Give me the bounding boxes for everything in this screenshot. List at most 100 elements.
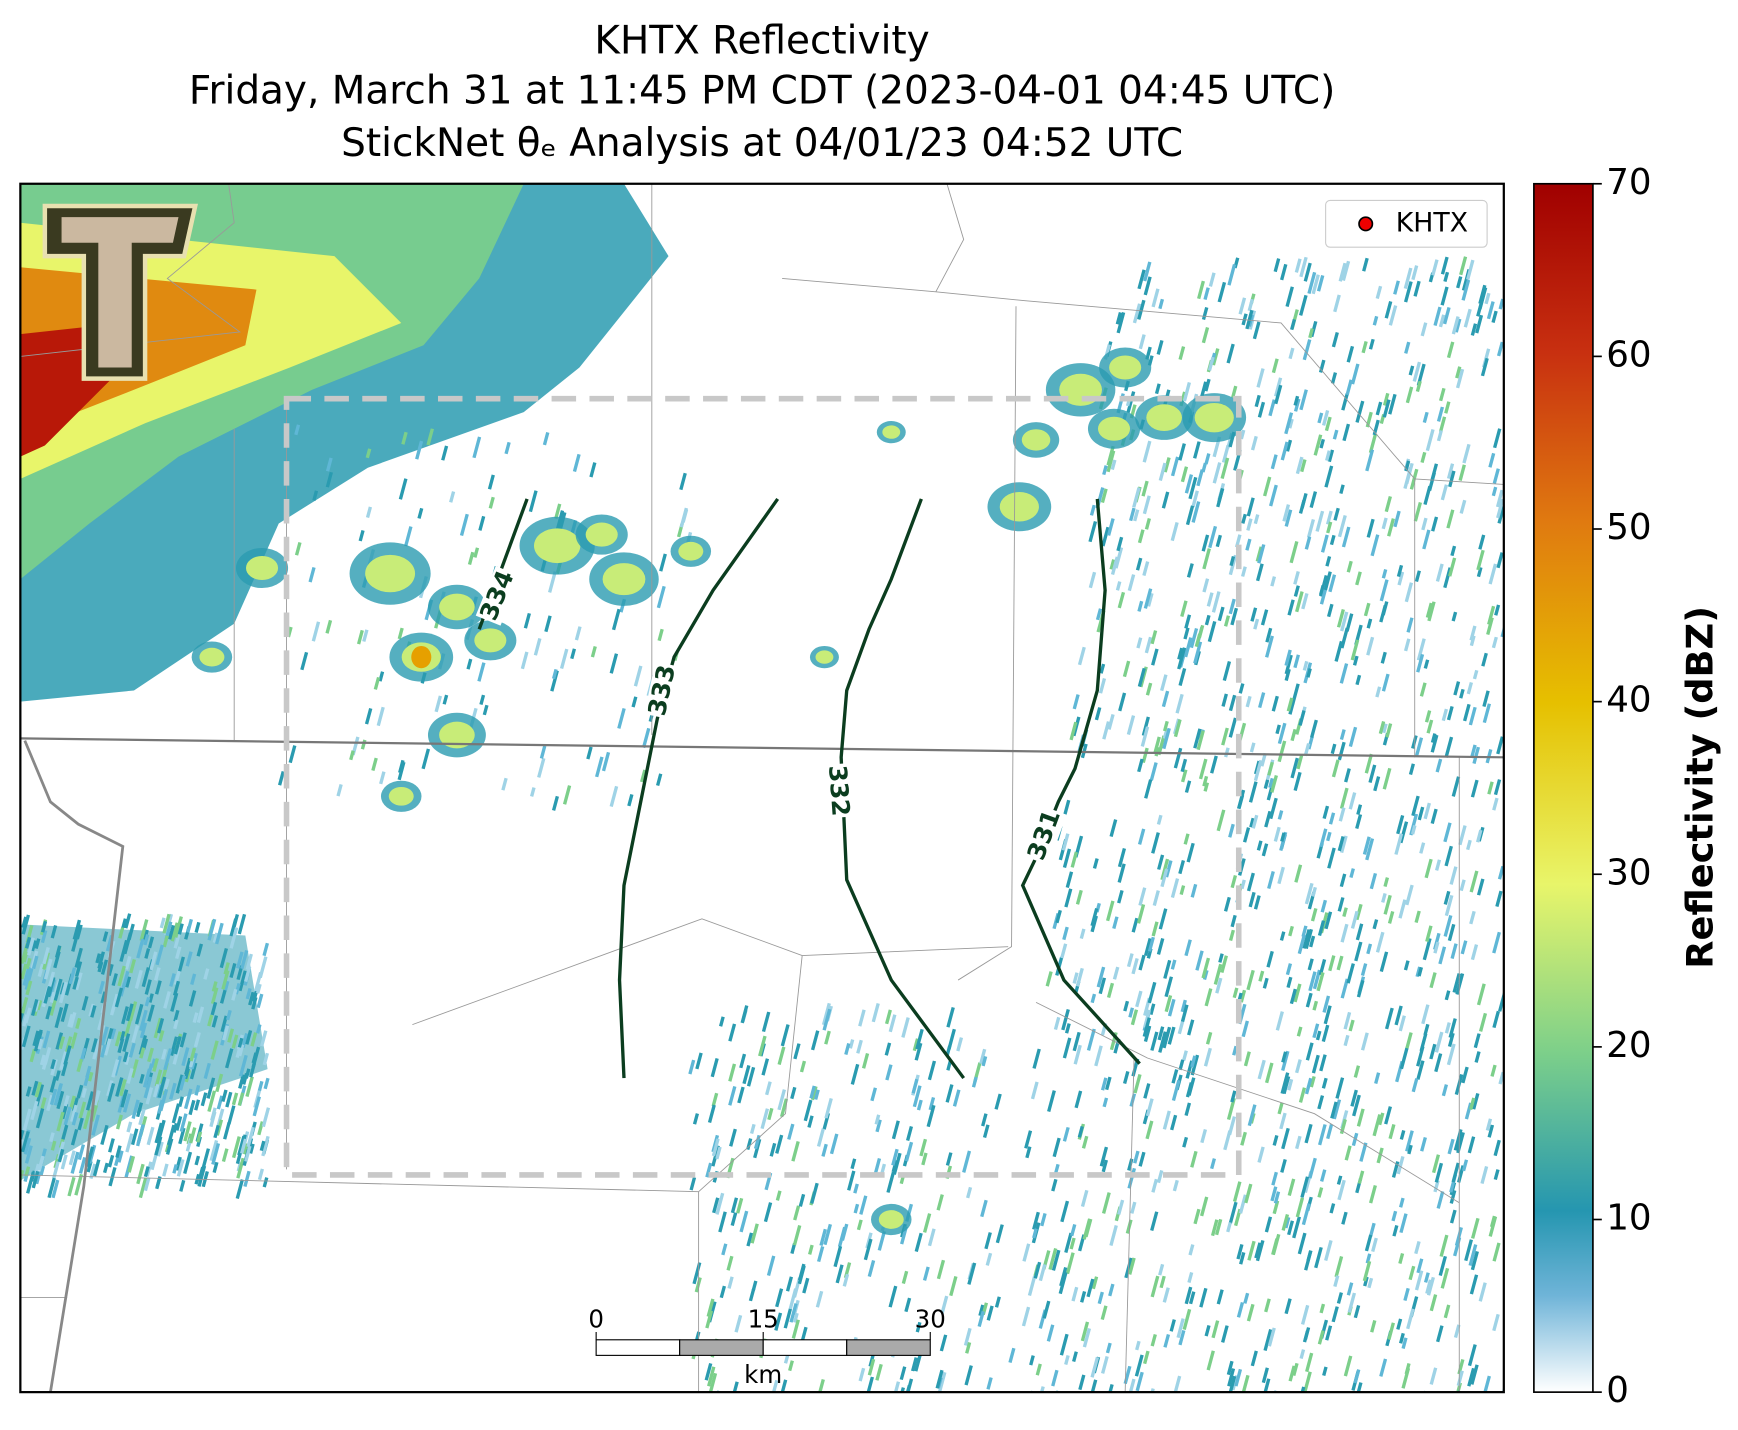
echo-speckle [477,662,486,682]
echo-speckle [169,1082,177,1100]
echo-speckle [1222,661,1232,682]
echo-speckle [1145,1098,1154,1117]
echo-speckle [126,1068,134,1084]
echo-speckle [1493,428,1502,449]
echo-speckle [1337,514,1347,538]
echo-speckle [128,1042,136,1058]
echo-speckle [1156,340,1164,355]
scale-tick-label: 15 [748,1305,779,1334]
echo-speckle [833,1245,843,1268]
echo-speckle [1370,534,1380,557]
echo-speckle [1470,779,1479,798]
echo-speckle [1322,1366,1328,1376]
echo-speckle [1092,858,1099,869]
echo-speckle [1336,1292,1343,1304]
echo-speckle [1332,429,1339,440]
echo-speckle [1300,459,1307,473]
echo-speckle [1158,462,1167,482]
echo-speckle [1447,923,1456,942]
echo-speckle [885,1064,893,1081]
echo-speckle [1247,298,1254,312]
echo-speckle [210,987,219,1005]
echo-speckle [74,947,83,969]
echo-speckle [207,1014,214,1027]
echo-speckle [21,916,28,929]
echo-speckle [1244,1183,1253,1204]
echo-speckle [1318,958,1327,976]
echo-speckle [790,1243,797,1254]
echo-speckle [1226,1221,1232,1233]
echo-speckle [715,1146,722,1160]
echo-speckle [1492,468,1500,484]
echo-speckle [1425,925,1433,942]
echo-speckle [325,619,333,634]
echo-speckle [1077,646,1086,666]
echo-speckle [1173,719,1182,738]
echo-speckle [121,1089,128,1104]
echo-speckle [466,658,473,670]
echo-speckle [1151,288,1160,308]
echo-speckle [1172,1179,1179,1192]
echo-speckle [1372,315,1379,326]
echo-speckle [212,1161,219,1174]
echo-speckle [1293,398,1301,412]
echo-speckle [1250,435,1258,451]
echo-speckle [1221,693,1228,707]
echo-speckle [1080,1189,1089,1208]
echo-speckle [165,1138,174,1155]
echo-speckle [1320,1169,1327,1182]
echo-speckle [1207,356,1215,371]
echo-speckle [1426,719,1434,734]
echo-speckle [1180,600,1188,618]
echo-speckle [229,918,238,937]
echo-speckle [1405,386,1414,404]
echo-speckle [1088,521,1098,543]
echo-speckle [181,1047,190,1067]
echo-speckle [31,1080,39,1096]
echo-speckle [1300,1304,1310,1325]
echo-speckle [1449,866,1458,885]
contour-line [617,497,780,1079]
echo-speckle [1430,463,1439,482]
echo-speckle [229,962,237,979]
echo-speckle [1453,1129,1463,1151]
echo-speckle [1344,1145,1352,1161]
echo-speckle [163,1078,170,1092]
echo-speckle [1448,1018,1457,1038]
echo-speckle [1375,686,1382,698]
echo-speckle [1416,653,1425,673]
echo-speckle [61,1124,69,1140]
echo-speckle [1032,1228,1038,1239]
echo-speckle [727,1276,734,1289]
echo-speckle [129,958,137,974]
echo-speckle [1387,1322,1395,1341]
echo-speckle [1162,727,1171,750]
echo-speckle [1218,953,1224,963]
echo-speckle [995,1224,1004,1244]
echo-speckle [1170,522,1179,542]
echo-speckle [1472,669,1479,680]
echo-speckle [1343,1011,1352,1030]
echo-speckle [262,1177,269,1188]
echo [439,593,475,621]
echo-speckle [1107,1384,1114,1393]
echo-speckle [1190,883,1198,898]
echo-speckle [277,771,285,786]
echo-speckle [850,1063,860,1085]
echo-speckle [82,1108,92,1130]
echo-speckle [1387,910,1395,924]
echo-speckle [1112,916,1119,930]
echo-speckle [1350,363,1360,385]
echo-speckle [1440,256,1449,275]
echo-speckle [537,757,546,778]
echo [1097,416,1131,441]
echo-speckle [122,970,130,987]
echo-speckle [763,1202,773,1223]
echo-speckle [981,1113,988,1127]
echo-speckle [1158,298,1165,310]
echo-speckle [1285,963,1293,976]
echo-speckle [1052,1137,1061,1158]
echo-speckle [1401,1367,1411,1389]
echo-speckle [1193,1208,1201,1225]
echo-speckle [1226,1360,1234,1376]
